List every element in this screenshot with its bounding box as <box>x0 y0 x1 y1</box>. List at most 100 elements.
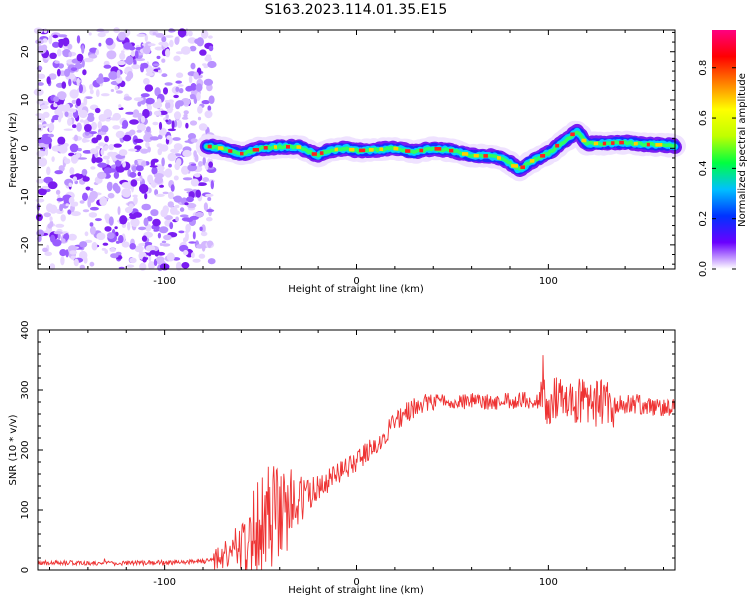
snr-x-axis-label: Height of straight line (km) <box>288 585 424 596</box>
noise-blob <box>190 178 199 187</box>
noise-blob <box>164 100 170 103</box>
noise-blob <box>108 143 115 151</box>
ridge-peak <box>511 164 518 168</box>
noise-blob <box>44 148 49 156</box>
x-tick-label: 0 <box>353 276 359 287</box>
noise-blob <box>111 151 119 161</box>
noise-blob <box>130 179 138 187</box>
colorbar-tick-label: 0.6 <box>698 110 709 126</box>
noise-blob <box>37 157 48 167</box>
noise-blob <box>110 89 115 92</box>
noise-blob <box>95 218 102 222</box>
noise-blob <box>174 204 180 209</box>
noise-blob <box>118 104 122 109</box>
noise-blob <box>46 166 51 176</box>
noise-blob <box>67 209 72 215</box>
noise-blob <box>77 157 88 160</box>
noise-blob <box>84 231 89 237</box>
noise-blob <box>115 159 122 167</box>
noise-blob <box>185 232 189 242</box>
noise-blob <box>118 235 124 244</box>
noise-blob <box>175 80 182 84</box>
noise-blob <box>161 243 171 247</box>
noise-blob <box>208 35 213 39</box>
noise-blob <box>129 45 136 51</box>
noise-blob <box>77 147 82 152</box>
noise-blob <box>117 60 126 66</box>
ridge-peak <box>207 144 212 149</box>
noise-blob <box>207 197 212 201</box>
noise-blob <box>165 48 171 58</box>
noise-blob <box>168 163 172 168</box>
noise-blob <box>107 192 115 199</box>
noise-blob <box>145 141 150 148</box>
noise-blob <box>37 113 46 123</box>
noise-blob <box>182 177 193 181</box>
noise-blob <box>191 252 195 259</box>
noise-blob <box>195 211 204 218</box>
noise-blob <box>81 137 87 143</box>
ridge-peak <box>602 141 607 146</box>
noise-blob <box>63 128 73 131</box>
noise-blob <box>164 41 168 48</box>
noise-blob <box>75 152 81 158</box>
noise-blob <box>166 135 172 140</box>
noise-blob <box>150 209 159 217</box>
noise-blob <box>64 103 71 112</box>
noise-blob <box>145 97 155 105</box>
noise-blob <box>121 50 125 54</box>
noise-blob <box>89 222 94 227</box>
noise-blob <box>203 202 208 211</box>
noise-blob <box>159 184 164 188</box>
noise-blob <box>103 108 113 118</box>
noise-blob <box>129 119 139 125</box>
noise-blob <box>201 242 206 252</box>
noise-blob <box>167 152 177 162</box>
noise-blob <box>122 120 129 129</box>
noise-blob <box>164 168 173 178</box>
noise-blob <box>205 193 214 197</box>
noise-blob <box>154 176 164 184</box>
noise-blob <box>210 180 214 190</box>
noise-blob <box>207 105 212 111</box>
noise-blob <box>83 57 94 63</box>
ridge-peak <box>379 147 384 151</box>
snr-series <box>37 355 676 571</box>
noise-blob <box>87 198 92 208</box>
noise-blob <box>161 73 168 78</box>
noise-blob <box>139 183 149 194</box>
noise-blob <box>58 144 68 154</box>
noise-blob <box>89 131 97 135</box>
noise-blob <box>104 145 109 150</box>
noise-blob <box>139 262 147 271</box>
noise-blob <box>37 73 46 80</box>
noise-blob <box>203 65 209 69</box>
noise-blob <box>137 101 142 107</box>
noise-blob <box>178 230 185 234</box>
noise-blob <box>169 222 174 230</box>
noise-blob <box>198 161 203 167</box>
noise-blob <box>174 210 180 215</box>
noise-blob <box>91 137 99 144</box>
noise-blob <box>68 196 75 205</box>
noise-blob <box>106 159 110 165</box>
noise-blob <box>173 143 183 151</box>
noise-blob <box>200 231 208 237</box>
noise-blob <box>144 84 154 92</box>
noise-blob <box>175 86 180 93</box>
noise-blob <box>184 140 192 143</box>
noise-blob <box>158 226 169 234</box>
noise-blob <box>51 156 55 162</box>
ridge-peak <box>217 146 224 150</box>
noise-blob <box>132 114 139 118</box>
noise-blob <box>52 41 60 48</box>
noise-blob <box>63 158 71 165</box>
noise-blob <box>69 143 79 153</box>
noise-blob <box>140 63 145 73</box>
noise-blob <box>76 35 81 44</box>
noise-blob <box>89 190 98 200</box>
noise-blob <box>49 216 53 222</box>
noise-blob <box>89 84 94 90</box>
noise-blob <box>154 87 161 97</box>
noise-blob <box>157 251 165 256</box>
